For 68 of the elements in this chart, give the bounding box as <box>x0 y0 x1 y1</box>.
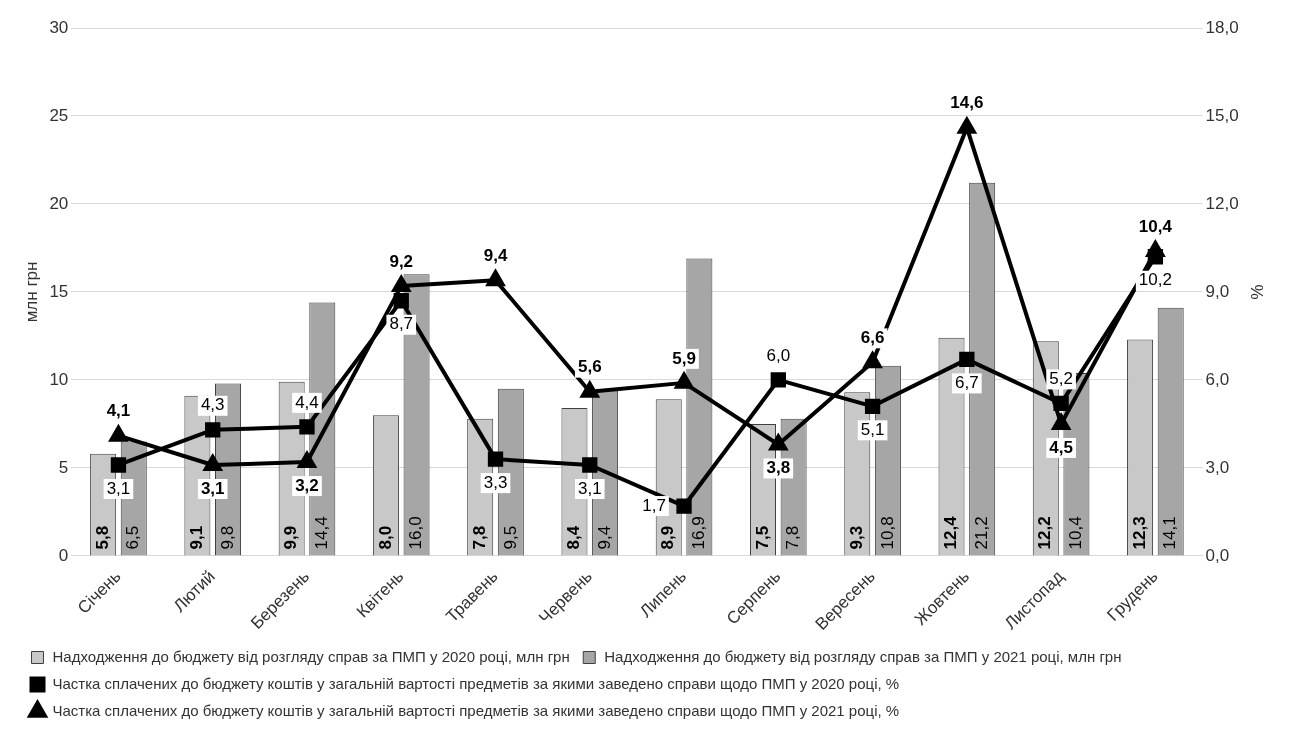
y2-tick-label: 6,0 <box>1205 369 1230 389</box>
legend-label: Надходження до бюджету від розгляду справ за ПМП у 2020 році, млн грн <box>52 647 570 665</box>
data-label: 9,1 <box>187 525 207 550</box>
data-label: 12,4 <box>941 515 961 550</box>
data-label: 4,3 <box>200 395 225 415</box>
data-label: 10,8 <box>877 516 897 550</box>
data-label: 9,2 <box>389 251 414 271</box>
data-label: 5,8 <box>92 525 112 550</box>
y2-tick-label: 3,0 <box>1205 457 1230 477</box>
data-label: 3,1 <box>106 478 131 498</box>
legend-label: Надходження до бюджету від розгляду справ за ПМП у 2021 році, млн грн <box>604 647 1122 665</box>
data-label: 14,1 <box>1160 516 1180 550</box>
data-label: 9,3 <box>846 525 866 550</box>
data-label: 5,6 <box>577 357 602 377</box>
data-label: 6,0 <box>766 345 791 365</box>
y2-tick-label: 9,0 <box>1205 281 1230 301</box>
data-label: 8,4 <box>564 525 584 550</box>
data-label: 3,2 <box>295 475 319 495</box>
data-label: 10,4 <box>1138 216 1173 236</box>
data-label: 12,3 <box>1129 516 1149 550</box>
y-tick-label: 25 <box>49 105 69 125</box>
data-label: 9,4 <box>483 245 508 265</box>
data-label: 8,9 <box>658 525 678 550</box>
legend-label: Частка сплачених до бюджету коштів у загальній вартості предметів за якими заведено справи щодо ПМП у 2020 році, % <box>52 674 900 692</box>
data-label: 9,9 <box>281 525 301 550</box>
data-label: 6,7 <box>955 373 979 393</box>
data-label: 4,4 <box>295 392 319 412</box>
data-label: 6,6 <box>860 328 885 348</box>
data-label: 9,5 <box>500 525 520 550</box>
y-tick-label: 30 <box>49 17 69 37</box>
y-tick-label: 5 <box>58 457 69 477</box>
data-label: 4,1 <box>106 401 131 421</box>
data-label: 3,8 <box>766 458 791 478</box>
y2-axis-title: % <box>1247 284 1267 300</box>
y-axis-title: млн грн <box>21 261 41 323</box>
data-label: 6,5 <box>123 525 143 550</box>
data-label: 16,9 <box>689 516 709 550</box>
data-label: 16,0 <box>406 516 426 550</box>
data-label: 12,2 <box>1035 516 1055 550</box>
data-label: 5,9 <box>672 348 696 368</box>
data-label: 7,8 <box>469 525 489 550</box>
data-label: 5,2 <box>1049 369 1073 389</box>
data-label: 10,2 <box>1138 270 1172 290</box>
data-label: 3,1 <box>577 478 602 498</box>
y2-tick-label: 12,0 <box>1205 193 1239 213</box>
data-label: 8,7 <box>389 314 414 334</box>
legend-label: Частка сплачених до бюджету коштів у загальній вартості предметів за якими заведено справи щодо ПМП у 2021 році, % <box>52 701 900 719</box>
data-label: 21,2 <box>971 516 991 550</box>
y-tick-label: 15 <box>49 281 69 301</box>
y2-tick-label: 15,0 <box>1205 105 1239 125</box>
data-label: 7,8 <box>783 525 803 550</box>
data-label: 7,5 <box>752 525 772 550</box>
data-label: 9,4 <box>594 525 614 550</box>
y2-tick-label: 18,0 <box>1205 17 1239 37</box>
data-label: 3,3 <box>483 472 508 492</box>
data-label: 9,8 <box>217 525 237 550</box>
data-label: 8,0 <box>375 525 395 550</box>
y-tick-label: 0 <box>58 545 69 565</box>
y-tick-label: 10 <box>49 369 69 389</box>
y-tick-label: 20 <box>49 193 69 213</box>
data-label: 14,4 <box>311 516 331 550</box>
data-label: 1,7 <box>642 495 666 515</box>
data-label: 14,6 <box>950 93 984 113</box>
data-label: 3,1 <box>200 478 225 498</box>
y2-tick-label: 0,0 <box>1205 545 1230 565</box>
data-label: 5,1 <box>860 420 885 440</box>
data-label: 10,4 <box>1066 516 1086 550</box>
data-label: 4,5 <box>1049 437 1073 457</box>
